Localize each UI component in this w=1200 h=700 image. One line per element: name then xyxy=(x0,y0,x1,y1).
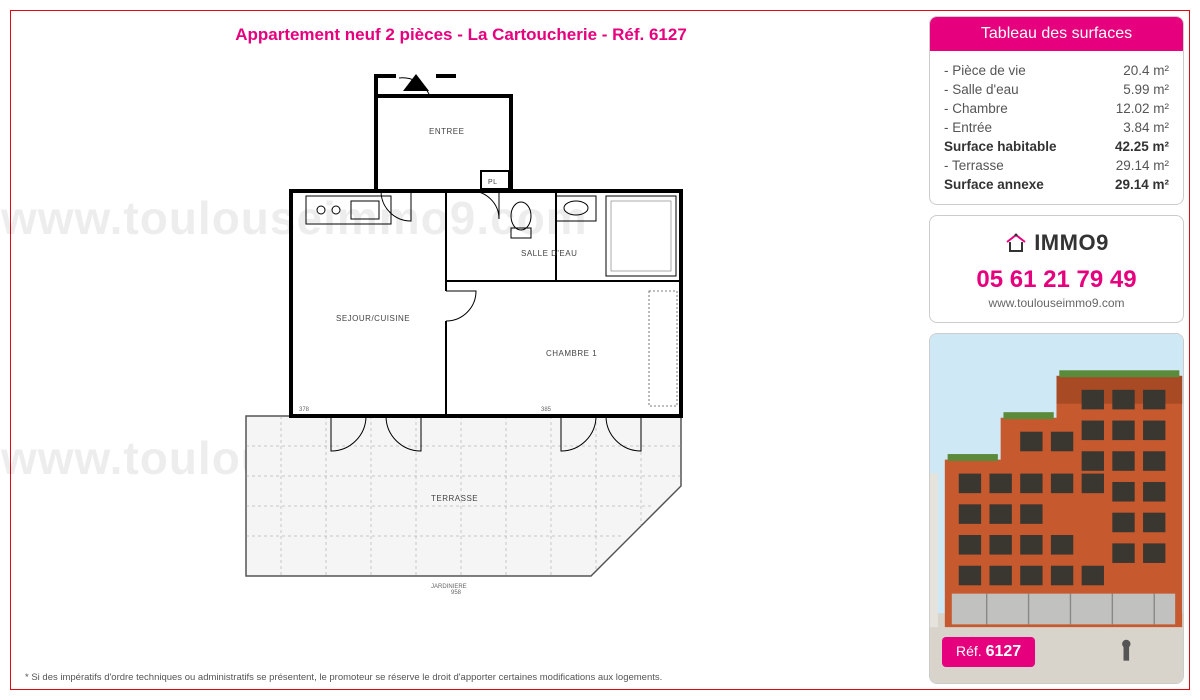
phone-number: 05 61 21 79 49 xyxy=(938,266,1175,294)
footnote-text: * Si des impératifs d'ordre techniques o… xyxy=(25,672,662,683)
building-photo-card: Réf. 6127 xyxy=(929,333,1184,684)
surface-row: - Pièce de vie20.4 m² xyxy=(944,61,1169,80)
floor-plan-area: www.toulouseimmo9.com www.toulouseimmo9.… xyxy=(11,61,911,659)
terrace-label: TERRASSE xyxy=(431,494,478,503)
surfaces-table: - Pièce de vie20.4 m² - Salle d'eau5.99 … xyxy=(930,51,1183,204)
ref-number: 6127 xyxy=(986,643,1022,660)
svg-text:JARDINIERE: JARDINIERE xyxy=(431,584,467,590)
brand-name: IMMO9 xyxy=(1034,230,1109,256)
website-url: www.toulouseimmo9.com xyxy=(938,296,1175,310)
svg-text:958: 958 xyxy=(451,590,462,596)
svg-text:378: 378 xyxy=(299,407,310,413)
contact-card: IMMO9 05 61 21 79 49 www.toulouseimmo9.c… xyxy=(929,215,1184,323)
sejour-label: SEJOUR/CUISINE xyxy=(336,314,410,323)
surface-row-total: Surface annexe29.14 m² xyxy=(944,175,1169,194)
pl-label: PL xyxy=(488,179,498,186)
surface-row: - Chambre12.02 m² xyxy=(944,99,1169,118)
surface-row-total: Surface habitable42.25 m² xyxy=(944,137,1169,156)
chambre-label: CHAMBRE 1 xyxy=(546,349,597,358)
surfaces-card: Tableau des surfaces - Pièce de vie20.4 … xyxy=(929,16,1184,205)
building-illustration xyxy=(930,334,1183,683)
brand-logo: IMMO9 xyxy=(1004,230,1109,256)
sidebar: Tableau des surfaces - Pièce de vie20.4 … xyxy=(924,11,1189,689)
listing-title: Appartement neuf 2 pièces - La Cartouche… xyxy=(11,11,911,53)
entree-label: ENTREE xyxy=(429,127,464,136)
floor-plan-svg: TERRASSE ENTREE PL xyxy=(151,56,771,616)
ref-label: Réf. xyxy=(956,643,982,659)
surface-row: - Entrée3.84 m² xyxy=(944,118,1169,137)
salle-deau-label: SALLE D'EAU xyxy=(521,249,577,258)
house-icon xyxy=(1004,231,1028,255)
main-panel: Appartement neuf 2 pièces - La Cartouche… xyxy=(11,11,911,689)
surface-row: - Salle d'eau5.99 m² xyxy=(944,80,1169,99)
ref-badge: Réf. 6127 xyxy=(942,637,1035,667)
surface-row: - Terrasse29.14 m² xyxy=(944,156,1169,175)
svg-text:385: 385 xyxy=(541,407,552,413)
surfaces-header: Tableau des surfaces xyxy=(930,17,1183,51)
